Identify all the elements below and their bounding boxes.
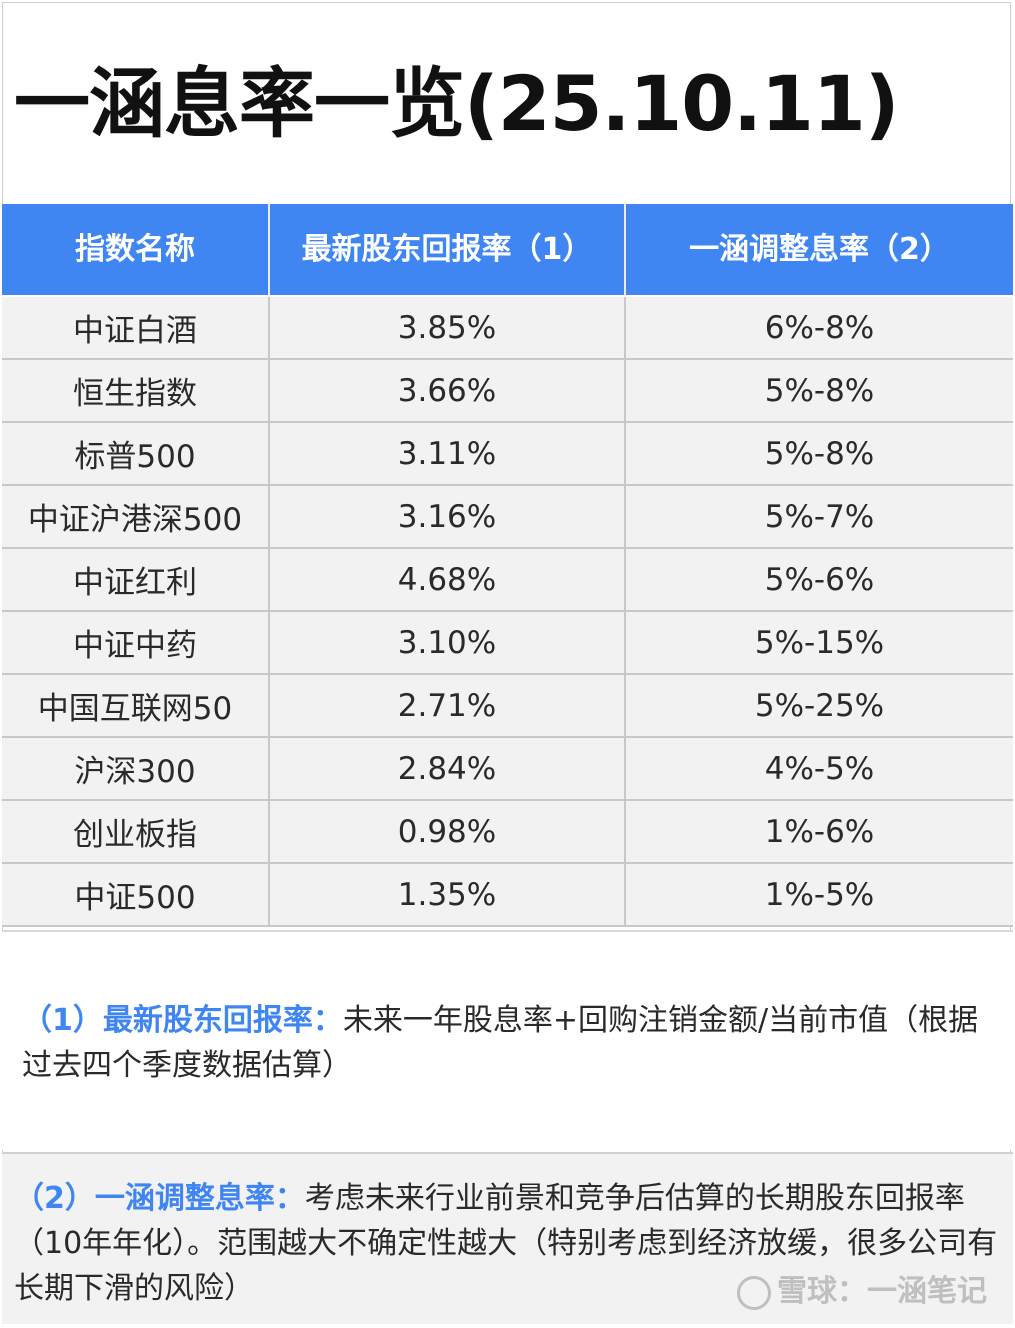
cell-index-name: 恒生指数: [2, 359, 270, 423]
cell-index-name: 沪深300: [2, 737, 270, 801]
cell-adjusted-yield: 5%-15%: [625, 611, 1013, 675]
header-index-name: 指数名称: [2, 204, 270, 297]
cell-adjusted-yield: 5%-6%: [625, 548, 1013, 612]
cell-index-name: 中证沪港深500: [2, 485, 270, 549]
rates-table: 指数名称 最新股东回报率（1） 一涵调整息率（2） 中证白酒 3.85% 6%-8%…: [2, 204, 1013, 927]
table-row: 标普500 3.11% 5%-8%: [2, 422, 1013, 486]
cell-index-name: 创业板指: [2, 800, 270, 864]
cell-adjusted-yield: 5%-8%: [625, 359, 1013, 423]
note-2: （2）一涵调整息率：考虑未来行业前景和竞争后估算的长期股东回报率（10年年化）。…: [2, 1152, 1013, 1324]
note-2-heading: （2）一涵调整息率：: [14, 1181, 305, 1216]
table-row: 中国互联网50 2.71% 5%-25%: [2, 674, 1013, 738]
table-row: 中证中药 3.10% 5%-15%: [2, 611, 1013, 675]
cell-index-name: 标普500: [2, 422, 270, 486]
cell-shareholder-return: 1.35%: [269, 863, 626, 927]
cell-shareholder-return: 3.85%: [269, 296, 626, 360]
table-row: 中证白酒 3.85% 6%-8%: [2, 296, 1013, 360]
cell-adjusted-yield: 5%-7%: [625, 485, 1013, 549]
cell-shareholder-return: 3.11%: [269, 422, 626, 486]
cell-index-name: 中证500: [2, 863, 270, 927]
note-1-heading: （1）最新股东回报率：: [22, 1003, 343, 1038]
note-1: （1）最新股东回报率：未来一年股息率+回购注销金额/当前市值（根据过去四个季度数…: [2, 930, 1013, 1150]
table-row: 创业板指 0.98% 1%-6%: [2, 800, 1013, 864]
cell-index-name: 中国互联网50: [2, 674, 270, 738]
cell-index-name: 中证白酒: [2, 296, 270, 360]
cell-adjusted-yield: 6%-8%: [625, 296, 1013, 360]
note-2-text: 考虑未来行业前景和竞争后估算的长期股东回报率（10年年化）。范围越大不确定性越大…: [14, 1181, 998, 1306]
cell-shareholder-return: 3.10%: [269, 611, 626, 675]
cell-shareholder-return: 2.71%: [269, 674, 626, 738]
header-adjusted-yield: 一涵调整息率（2）: [625, 204, 1013, 297]
page-title: 一涵息率一览(25.10.11): [14, 59, 900, 148]
cell-adjusted-yield: 4%-5%: [625, 737, 1013, 801]
watermark-text: 雪球：一涵笔记: [777, 1274, 987, 1309]
header-shareholder-return: 最新股东回报率（1）: [269, 204, 626, 297]
table-row: 中证沪港深500 3.16% 5%-7%: [2, 485, 1013, 549]
table-row: 中证红利 4.68% 5%-6%: [2, 548, 1013, 612]
note-1-text: 未来一年股息率+回购注销金额/当前市值（根据过去四个季度数据估算）: [22, 1003, 979, 1083]
table-row: 恒生指数 3.66% 5%-8%: [2, 359, 1013, 423]
cell-shareholder-return: 3.16%: [269, 485, 626, 549]
cell-adjusted-yield: 5%-8%: [625, 422, 1013, 486]
cell-adjusted-yield: 5%-25%: [625, 674, 1013, 738]
cell-adjusted-yield: 1%-5%: [625, 863, 1013, 927]
table-row: 中证500 1.35% 1%-5%: [2, 863, 1013, 927]
cell-index-name: 中证红利: [2, 548, 270, 612]
watermark: 雪球：一涵笔记: [737, 1266, 987, 1310]
cell-adjusted-yield: 1%-6%: [625, 800, 1013, 864]
cell-index-name: 中证中药: [2, 611, 270, 675]
cell-shareholder-return: 3.66%: [269, 359, 626, 423]
snowball-logo-icon: [737, 1275, 771, 1310]
cell-shareholder-return: 2.84%: [269, 737, 626, 801]
cell-shareholder-return: 4.68%: [269, 548, 626, 612]
table-row: 沪深300 2.84% 4%-5%: [2, 737, 1013, 801]
cell-shareholder-return: 0.98%: [269, 800, 626, 864]
table-header-row: 指数名称 最新股东回报率（1） 一涵调整息率（2）: [2, 204, 1013, 297]
